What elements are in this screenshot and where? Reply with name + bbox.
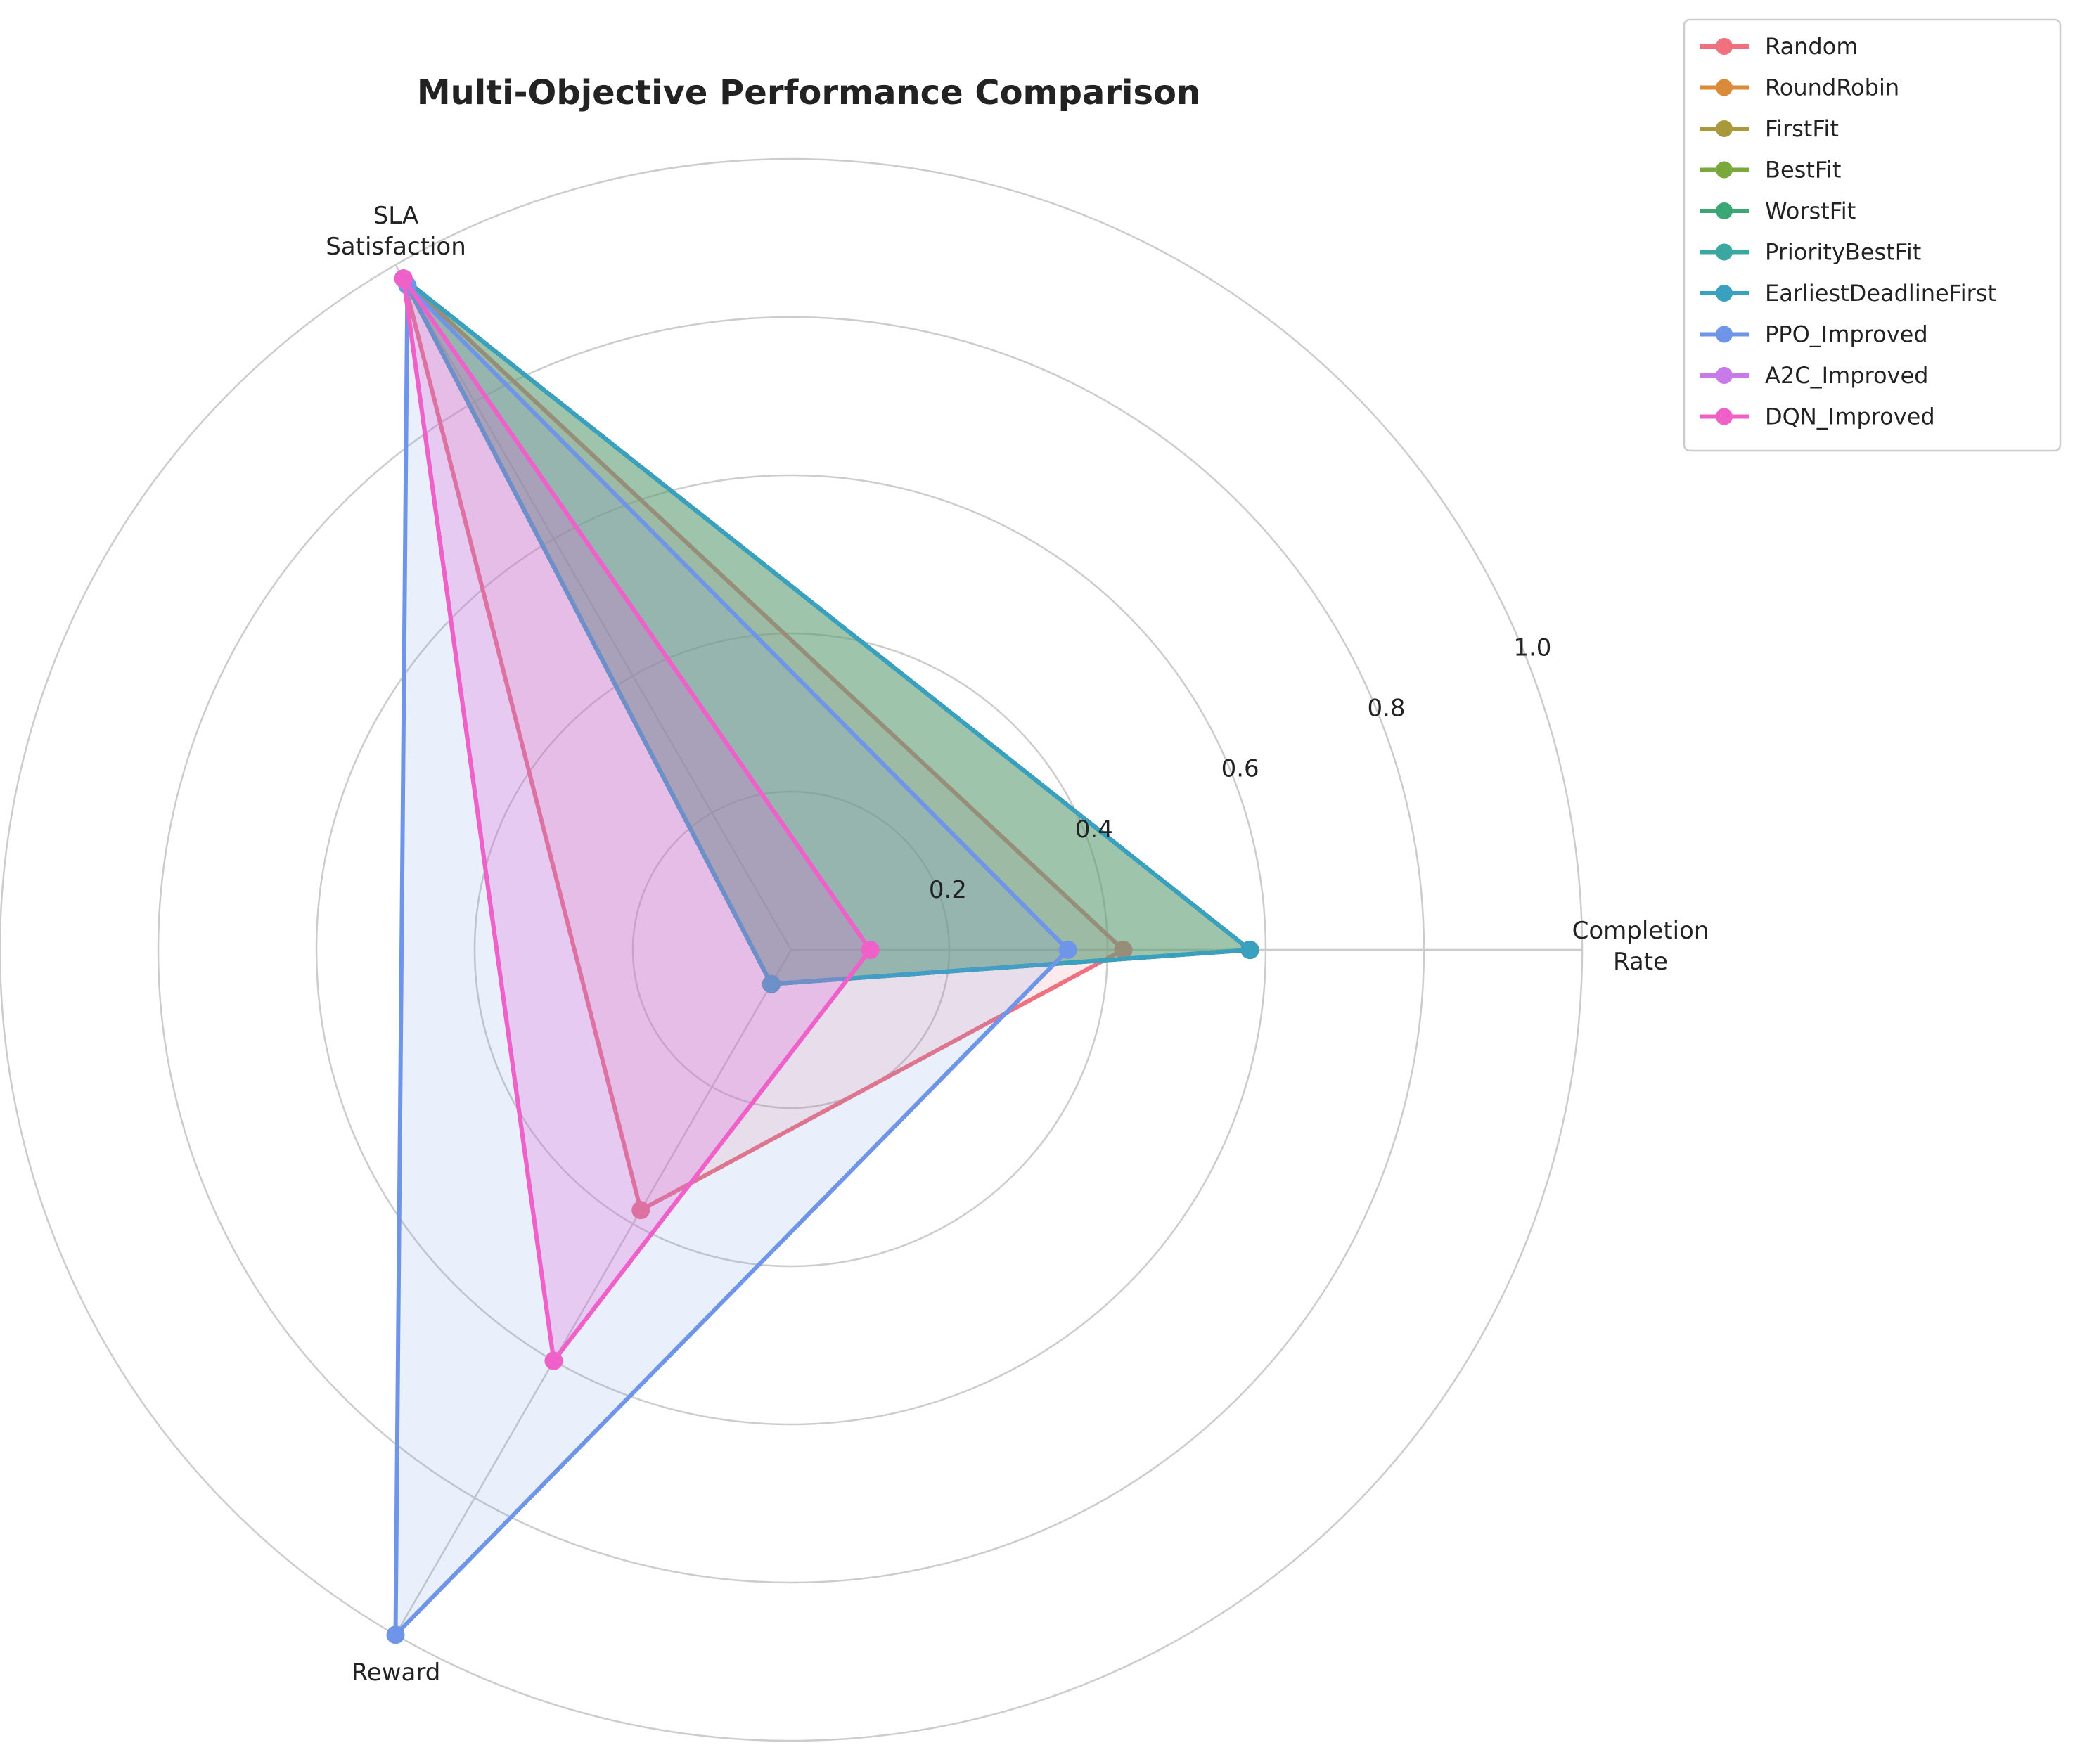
axis-label-1-line-2: Rate — [1613, 948, 1668, 976]
legend-item-6: PriorityBestFit — [1700, 239, 1921, 266]
legend-item-6-marker — [1716, 243, 1733, 261]
legend-item-9-marker — [1716, 367, 1733, 384]
axis-label-1: Completion Rate — [1572, 917, 1709, 976]
legend-item-1-marker — [1716, 38, 1733, 55]
legend-item-5-label: WorstFit — [1765, 198, 1856, 224]
legend-item-4-label: BestFit — [1765, 157, 1841, 184]
axis-labels: Completion Rate SLA Satisfaction Reward — [326, 202, 1709, 1687]
axis-label-3: Reward — [352, 1659, 441, 1687]
axis-label-3-line-1: Reward — [352, 1659, 441, 1687]
series-10 — [394, 269, 880, 1370]
legend-item-3-marker — [1716, 120, 1733, 137]
legend-item-10-marker — [1716, 408, 1733, 425]
legend-item-8-label: PPO_Improved — [1765, 321, 1928, 348]
legend-item-8-marker — [1716, 326, 1733, 343]
series-7-point-1 — [1240, 941, 1259, 959]
series-10-fill — [403, 278, 871, 1361]
axis-spoke-2 — [394, 264, 792, 951]
legend-item-7-label: EarliestDeadlineFirst — [1765, 280, 1996, 307]
legend-item-7-marker — [1716, 285, 1733, 302]
series-layer — [386, 269, 1259, 1644]
legend-item-2-marker — [1716, 79, 1733, 96]
radial-grid — [0, 158, 1583, 1742]
axis-spoke-3 — [394, 949, 792, 1635]
series-1-point-3 — [631, 1201, 650, 1220]
legend-item-8: PPO_Improved — [1700, 321, 1928, 348]
axis-label-2-line-2: Satisfaction — [326, 233, 466, 261]
radial-tick-label-3: 0.6 — [1221, 755, 1259, 783]
legend-item-10: DQN_Improved — [1700, 404, 1935, 430]
axis-label-2: SLA Satisfaction — [326, 202, 466, 261]
series-10-point-1 — [861, 941, 880, 959]
series-7-line — [401, 276, 1252, 986]
legend-item-3: FirstFit — [1700, 115, 1839, 142]
series-8 — [386, 276, 1077, 1644]
radial-ticks: 0.2 0.4 0.6 0.8 1.0 — [929, 633, 1552, 903]
legend-item-2: RoundRobin — [1700, 75, 1899, 101]
radial-tick-label-2: 0.4 — [1075, 816, 1113, 844]
legend-item-3-label: FirstFit — [1765, 115, 1839, 142]
series-2-fill — [403, 278, 1250, 984]
series-7-point-3 — [762, 974, 781, 993]
chart-title: Multi-Objective Performance Comparison — [417, 73, 1200, 112]
series-8-fill — [395, 285, 1068, 1635]
legend-item-4-marker — [1716, 161, 1733, 179]
legend-item-6-label: PriorityBestFit — [1765, 239, 1921, 266]
legend-item-4: BestFit — [1700, 157, 1841, 184]
series-3-fill — [403, 278, 1250, 984]
legend-item-5: WorstFit — [1700, 198, 1856, 224]
legend-item-5-marker — [1716, 202, 1733, 219]
series-9-fill — [403, 278, 871, 1361]
legend-item-7: EarliestDeadlineFirst — [1700, 280, 1996, 307]
series-7-fill — [403, 278, 1250, 984]
legend-item-9: A2C_Improved — [1700, 362, 1928, 389]
series-8-point-1 — [1058, 941, 1077, 959]
series-8-line — [393, 283, 1070, 1637]
legend-item-9-label: A2C_Improved — [1765, 362, 1928, 389]
series-5-fill — [403, 278, 1250, 984]
series-6-fill — [403, 278, 1250, 984]
legend-item-1: Random — [1700, 33, 1858, 60]
legend-item-1-label: Random — [1765, 33, 1858, 60]
legend: Random RoundRobin FirstFit BestFit WorstFit P… — [1683, 18, 2062, 452]
legend-box — [1683, 18, 2062, 452]
series-4-fill — [403, 278, 1250, 984]
series-8-point-3 — [386, 1625, 405, 1644]
series-10-line — [401, 276, 873, 1363]
series-1-point-1 — [1114, 941, 1133, 959]
radial-tick-label-4: 0.8 — [1367, 695, 1405, 723]
axis-label-2-line-1: SLA — [373, 202, 419, 230]
radial-tick-label-5: 1.0 — [1513, 633, 1551, 662]
series-10-point-3 — [544, 1351, 563, 1370]
series-10-point-2 — [394, 269, 413, 288]
legend-item-2-label: RoundRobin — [1765, 75, 1899, 101]
series-1-line — [401, 276, 1126, 1213]
axis-label-1-line-1: Completion — [1572, 917, 1709, 945]
legend-item-10-label: DQN_Improved — [1765, 404, 1935, 430]
radial-tick-label-1: 0.2 — [929, 876, 967, 904]
